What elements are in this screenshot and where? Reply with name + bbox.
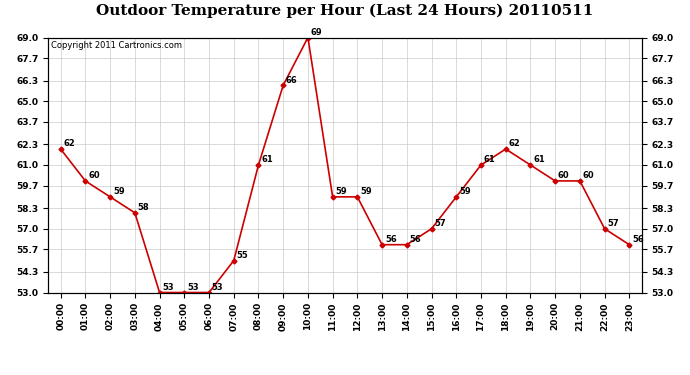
Text: 61: 61 <box>262 155 273 164</box>
Text: 62: 62 <box>63 139 75 148</box>
Text: 56: 56 <box>385 235 397 244</box>
Text: Outdoor Temperature per Hour (Last 24 Hours) 20110511: Outdoor Temperature per Hour (Last 24 Ho… <box>97 4 593 18</box>
Text: 60: 60 <box>582 171 594 180</box>
Text: 56: 56 <box>410 235 422 244</box>
Text: 53: 53 <box>212 283 224 292</box>
Text: 56: 56 <box>632 235 644 244</box>
Text: 66: 66 <box>286 75 297 84</box>
Text: 57: 57 <box>607 219 619 228</box>
Text: Copyright 2011 Cartronics.com: Copyright 2011 Cartronics.com <box>51 41 182 50</box>
Text: 53: 53 <box>162 283 174 292</box>
Text: 61: 61 <box>484 155 495 164</box>
Text: 53: 53 <box>187 283 199 292</box>
Text: 59: 59 <box>113 187 124 196</box>
Text: 55: 55 <box>237 251 248 260</box>
Text: 58: 58 <box>137 203 149 212</box>
Text: 60: 60 <box>88 171 100 180</box>
Text: 60: 60 <box>558 171 569 180</box>
Text: 59: 59 <box>459 187 471 196</box>
Text: 69: 69 <box>310 28 322 37</box>
Text: 57: 57 <box>434 219 446 228</box>
Text: 59: 59 <box>360 187 372 196</box>
Text: 62: 62 <box>509 139 520 148</box>
Text: 59: 59 <box>335 187 347 196</box>
Text: 61: 61 <box>533 155 545 164</box>
